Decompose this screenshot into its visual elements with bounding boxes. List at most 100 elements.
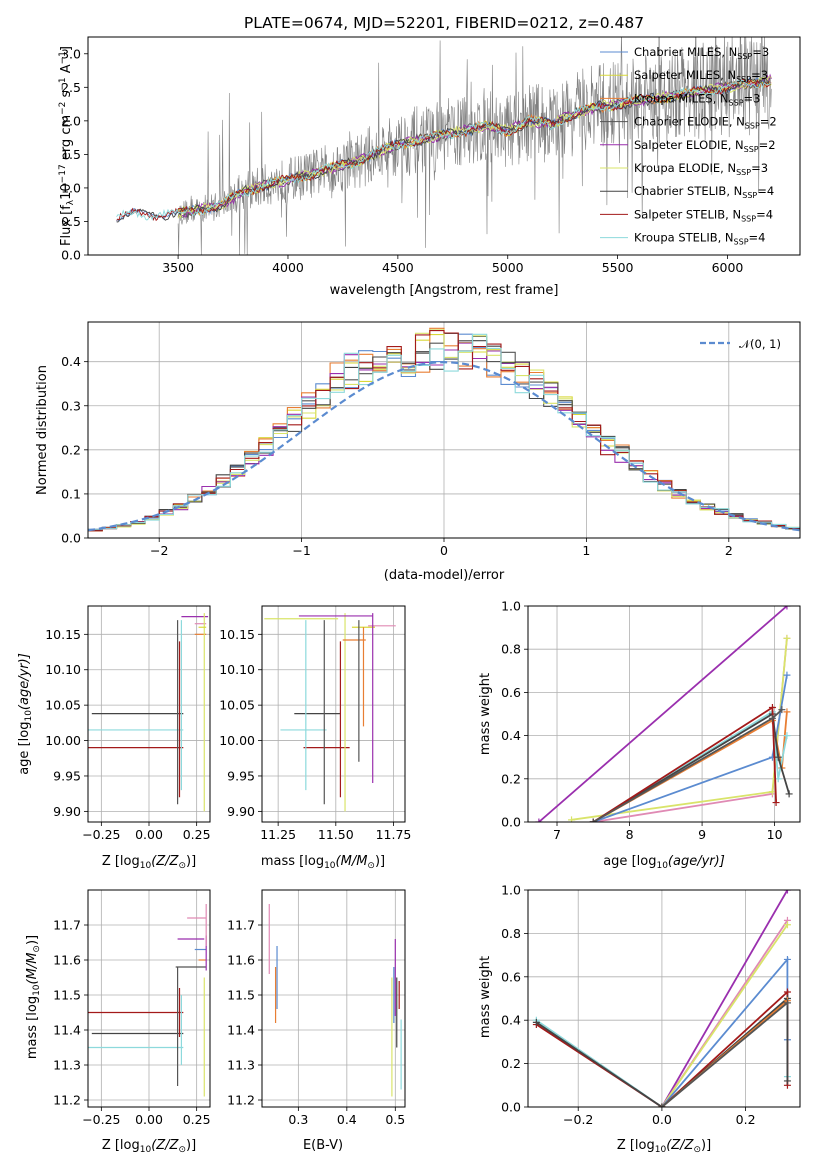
y-tick-label: 9.95 [53, 768, 81, 783]
mass-weight-line [538, 606, 788, 822]
gaussian-legend-label: 𝒩(0, 1) [739, 337, 781, 351]
legend-name: Chabrier STELIB, N [634, 184, 742, 198]
y-tick-label: 0.3 [61, 398, 81, 413]
legend-entry: Salpeter STELIB, NSSP=4 [634, 207, 773, 223]
errorbar-area [264, 613, 396, 812]
legend-sub: SSP [745, 122, 760, 131]
legend-sub: SSP [734, 238, 749, 247]
y-tick-label: 11.5 [227, 988, 255, 1003]
legend-sub: SSP [736, 168, 751, 177]
mass-weight-marker [589, 818, 597, 822]
y-tick-label: 0.5 [61, 214, 81, 229]
spectrum-model-line [116, 78, 772, 222]
y-tick-label: 10.15 [219, 627, 255, 642]
y-tick-label: 0.4 [501, 728, 521, 743]
mass-weight-vs-Z-ylabel: mass weight [478, 956, 493, 1038]
y-tick-label: 11.3 [53, 1058, 81, 1073]
y-tick-label: 0.6 [501, 969, 521, 984]
axes-frame [261, 605, 406, 823]
mass-weight-vs-Z-xlabel: Z [log10(Z/Z⊙)] [617, 1138, 711, 1155]
residuals-xlabel: (data-model)/error [384, 568, 505, 583]
mass-vs-Z-xlabel: Z [log10(Z/Z⊙)] [102, 1138, 196, 1155]
x-tick-label: 9 [698, 827, 706, 842]
y-tick-label: 0.0 [61, 531, 81, 546]
mass-weight-marker [783, 999, 791, 1007]
y-tick-label: 10.10 [219, 662, 255, 677]
legend-value: =4 [749, 231, 766, 245]
legend-name: Salpeter ELODIE, N [634, 138, 744, 152]
x-tick-label: 5000 [492, 260, 524, 275]
y-tick-label: 10.00 [45, 733, 81, 748]
mass-weight-vs-age-ylabel: mass weight [478, 673, 493, 755]
x-tick-label: 11.50 [318, 827, 354, 842]
age-vs-Z-xlabel: Z [log10(Z/Z⊙)] [102, 854, 196, 871]
line-area [535, 606, 793, 822]
legend-sub: SSP [741, 214, 756, 223]
x-tick-label: −2 [150, 543, 168, 558]
legend-value: =3 [751, 161, 768, 175]
x-tick-label: 0.2 [736, 1112, 756, 1127]
mass-weight-marker [783, 732, 791, 740]
spectrum-model-line [177, 76, 772, 219]
y-tick-label: 0.2 [501, 1056, 521, 1071]
y-tick-label: 0.0 [501, 815, 521, 830]
axes-frame [261, 889, 406, 1108]
x-tick-label: −0.25 [82, 827, 120, 842]
x-tick-label: 5500 [602, 260, 634, 275]
residuals-ylabel: Normed distribution [35, 365, 50, 495]
mass-weight-line [661, 956, 789, 1107]
legend-name: Chabrier ELODIE, N [634, 115, 745, 129]
x-tick-label: 3500 [162, 260, 194, 275]
errorbar-area [268, 904, 402, 1097]
legend-value: =3 [752, 45, 769, 59]
legend-value: =3 [751, 68, 768, 82]
mass-weight-marker [768, 704, 776, 712]
axes-frame [87, 36, 801, 256]
x-tick-label: 0.0 [652, 1112, 672, 1127]
legend-entry: Chabrier MILES, NSSP=3 [634, 45, 769, 61]
x-tick-label: 8 [626, 827, 634, 842]
legend-sub: SSP [737, 52, 752, 61]
spectrum-panel: 3500 4000 4500 5000 5500 6000 0.0 0.5 1.0 1.5 2.0 2… [61, 36, 801, 275]
legend-value: =2 [760, 115, 777, 129]
legend-value: =4 [757, 184, 774, 198]
y-tick-label: 2.5 [61, 80, 81, 95]
legend-sub: SSP [736, 75, 751, 84]
mass-weight-marker [532, 1018, 540, 1026]
legend-value: =4 [756, 207, 773, 221]
x-tick-label: 11.75 [376, 827, 412, 842]
mass-weight-marker [778, 706, 786, 714]
legend-entry: Kroupa MILES, NSSP=3 [634, 91, 760, 107]
age-vs-Z-panel: −0.25 0.00 0.25 9.90 9.95 10.00 10.05 10.10 10.1… [45, 605, 211, 842]
spectrum-ylabel: Flux [fλ10−17 erg cm−2 s−1 A−1] [58, 46, 76, 246]
legend-name: Kroupa ELODIE, N [634, 161, 736, 175]
mass-weight-vs-age-xlabel: age [log10(age/yr)] [603, 854, 725, 871]
y-tick-label: 11.4 [227, 1023, 255, 1038]
y-tick-label: 10.10 [45, 662, 81, 677]
y-tick-label: 11.2 [227, 1093, 255, 1108]
mass-weight-vs-age-panel: 7 8 9 10 0.0 0.2 0.4 0.6 0.8 1.0 [501, 599, 801, 842]
y-tick-label: 9.90 [53, 804, 81, 819]
legend-entry: Salpeter MILES, NSSP=3 [634, 68, 768, 84]
mass-weight-marker [783, 921, 791, 929]
mass-weight-marker [772, 799, 780, 807]
axes-frame [527, 889, 801, 1108]
y-tick-label: 11.7 [53, 918, 81, 933]
y-tick-label: 10.05 [45, 698, 81, 713]
x-tick-label: 0.4 [337, 1112, 357, 1127]
mass-weight-marker [783, 708, 791, 716]
y-tick-label: 0.0 [61, 248, 81, 263]
x-tick-label: −0.2 [563, 1112, 593, 1127]
mass-vs-Z-panel: −0.25 0.00 0.25 11.2 11.3 11.4 11.5 11.6 11.7 [53, 889, 211, 1127]
x-tick-label: 0.00 [135, 1112, 163, 1127]
y-tick-label: 0.0 [501, 1100, 521, 1115]
x-tick-label: 0.25 [183, 827, 211, 842]
mass-weight-marker [783, 671, 791, 679]
mass-weight-marker [568, 816, 576, 822]
legend-sub: SSP [744, 145, 759, 154]
y-tick-label: 0.4 [501, 1013, 521, 1028]
y-tick-label: 0.2 [501, 771, 521, 786]
legend-entry: Kroupa ELODIE, NSSP=3 [634, 161, 768, 177]
legend-name: Salpeter MILES, N [634, 68, 736, 82]
